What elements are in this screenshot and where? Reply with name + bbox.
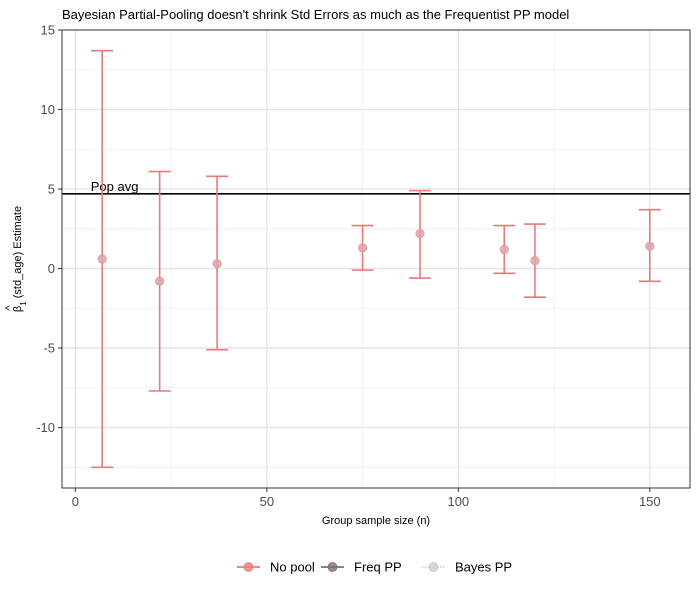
y-tick-label: 15 bbox=[41, 23, 55, 38]
plot-panel bbox=[62, 30, 690, 488]
x-tick-label: 0 bbox=[72, 494, 79, 509]
legend-item: Freq PP bbox=[321, 560, 402, 575]
data-point bbox=[499, 244, 509, 255]
y-tick-label: -10 bbox=[36, 420, 55, 435]
data-point bbox=[97, 254, 107, 264]
legend-item: No pool bbox=[237, 560, 315, 575]
data-point bbox=[415, 228, 425, 239]
y-axis-title: β1 (std_age) Estimate bbox=[12, 206, 28, 312]
data-point bbox=[357, 243, 368, 253]
x-axis-title: Group sample size (n) bbox=[322, 515, 430, 527]
legend-label: No pool bbox=[270, 560, 315, 575]
x-tick-label: 50 bbox=[260, 494, 274, 509]
chart-title: Bayesian Partial-Pooling doesn't shrink … bbox=[62, 7, 570, 22]
y-axis-hat: ^ bbox=[4, 305, 16, 311]
legend-item: Bayes PP bbox=[422, 560, 512, 575]
legend-key-point bbox=[243, 562, 254, 572]
data-point bbox=[530, 255, 540, 266]
legend-key-point bbox=[428, 562, 439, 572]
y-tick-label: -5 bbox=[43, 341, 55, 356]
legend-label: Bayes PP bbox=[455, 560, 512, 575]
legend-key-point bbox=[327, 562, 338, 572]
y-tick-label: 5 bbox=[48, 182, 55, 197]
x-tick-label: 100 bbox=[447, 494, 469, 509]
panel-border bbox=[61, 29, 691, 489]
data-point bbox=[645, 241, 655, 251]
pop-avg-label: Pop avg bbox=[91, 179, 139, 194]
data-point bbox=[155, 276, 165, 286]
y-tick-label: 0 bbox=[48, 261, 55, 276]
legend-label: Freq PP bbox=[354, 560, 402, 575]
y-axis-text: (std_age) Estimate bbox=[12, 206, 24, 301]
x-tick-label: 150 bbox=[639, 494, 661, 509]
y-axis-symbol: β bbox=[12, 306, 24, 312]
y-tick-label: 10 bbox=[41, 102, 55, 117]
y-axis-subscript: 1 bbox=[19, 301, 28, 306]
data-point bbox=[212, 259, 222, 269]
